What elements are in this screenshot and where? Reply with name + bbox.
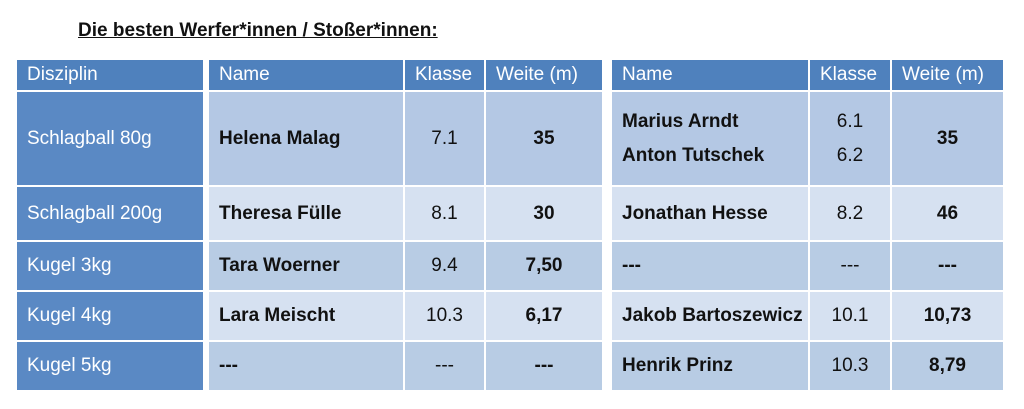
cell-text: Klasse — [820, 64, 878, 85]
table-cell: Henrik Prinz — [612, 342, 808, 390]
table-cell: --- — [405, 342, 484, 390]
table-cell: Schlagball 80g — [17, 92, 203, 185]
table-cell: 35 — [486, 92, 602, 185]
table-cell: 8.1 — [405, 187, 484, 240]
table-cell: Klasse — [810, 60, 890, 90]
table-cell: Jakob Bartoszewicz — [612, 292, 808, 340]
table-cell: --- — [892, 242, 1003, 290]
table-cell: 10.3 — [810, 342, 890, 390]
cell-text: Weite (m) — [902, 64, 984, 85]
cell-text: 10,73 — [923, 305, 972, 326]
table-cell: Weite (m) — [892, 60, 1003, 90]
cell-text: --- — [622, 255, 641, 276]
table-cell: 7,50 — [486, 242, 602, 290]
table-cell: Klasse — [405, 60, 484, 90]
cell-text: --- — [435, 355, 454, 376]
cell-text: Schlagball 80g — [27, 127, 152, 149]
table-cell: --- — [810, 242, 890, 290]
table-cell: Jonathan Hesse — [612, 187, 808, 240]
cell-text: 8.1 — [431, 202, 458, 224]
table-cell: --- — [486, 342, 602, 390]
cell-text: 6,17 — [525, 305, 563, 326]
table-cell: Name — [209, 60, 403, 90]
table-cell: Kugel 3kg — [17, 242, 203, 290]
cell-text: Schlagball 200g — [27, 202, 163, 224]
cell-text: 10.3 — [831, 355, 869, 376]
cell-text: 30 — [533, 202, 555, 224]
table-cell: 10.1 — [810, 292, 890, 340]
table-cell: 8.2 — [810, 187, 890, 240]
cell-text: Disziplin — [27, 64, 98, 85]
cell-text: Henrik Prinz — [622, 355, 733, 376]
table-cell: Weite (m) — [486, 60, 602, 90]
table-cell: Helena Malag — [209, 92, 403, 185]
table-cell: Disziplin — [17, 60, 203, 90]
cell-text: 35 — [936, 127, 959, 149]
table-cell: 7.1 — [405, 92, 484, 185]
cell-text: 6.2 — [836, 144, 864, 166]
table-cell: --- — [209, 342, 403, 390]
table-cell: Kugel 4kg — [17, 292, 203, 340]
table-cell: Tara Woerner — [209, 242, 403, 290]
table-cell: 30 — [486, 187, 602, 240]
table-cell: 6.1 6.2 — [810, 92, 890, 185]
table-cell: 6,17 — [486, 292, 602, 340]
cell-text: 10.1 — [831, 305, 869, 326]
table-cell: 9.4 — [405, 242, 484, 290]
cell-text: Klasse — [415, 64, 473, 85]
cell-text: Weite (m) — [496, 64, 578, 85]
table-cell: Marius Arndt Anton Tutschek — [612, 92, 808, 185]
table-cell: 35 — [892, 92, 1003, 185]
cell-text: --- — [219, 355, 238, 376]
cell-text: Name — [622, 64, 673, 85]
cell-text: Kugel 5kg — [27, 355, 112, 376]
cell-text: 8.2 — [836, 202, 864, 224]
cell-text: 35 — [533, 127, 555, 149]
table-cell: Schlagball 200g — [17, 187, 203, 240]
cell-text: Anton Tutschek — [622, 144, 765, 166]
table-cell: 46 — [892, 187, 1003, 240]
table-cell: 10.3 — [405, 292, 484, 340]
cell-text: 6.1 — [836, 110, 864, 132]
table-cell: 8,79 — [892, 342, 1003, 390]
cell-text: Lara Meischt — [219, 305, 336, 326]
cell-text: --- — [840, 255, 860, 276]
cell-text: 46 — [936, 202, 959, 224]
cell-text: Helena Malag — [219, 127, 341, 149]
cell-text: Tara Woerner — [219, 255, 340, 276]
cell-text: --- — [534, 355, 554, 376]
table-cell: --- — [612, 242, 808, 290]
cell-text: 9.4 — [431, 255, 458, 276]
cell-text: --- — [938, 255, 957, 276]
table-cell: Kugel 5kg — [17, 342, 203, 390]
cell-text: Name — [219, 64, 270, 85]
table-cell: Lara Meischt — [209, 292, 403, 340]
table-cell: Name — [612, 60, 808, 90]
cell-text: Marius Arndt — [622, 110, 739, 132]
cell-text: Kugel 3kg — [27, 255, 112, 276]
cell-text: Jakob Bartoszewicz — [622, 305, 803, 326]
table-cell: Theresa Fülle — [209, 187, 403, 240]
cell-text: Kugel 4kg — [27, 305, 112, 326]
cell-text: 7.1 — [431, 127, 458, 149]
title: Die besten Werfer*innen / Stoßer*innen: — [78, 20, 438, 41]
cell-text: 7,50 — [525, 255, 563, 276]
cell-text: Theresa Fülle — [219, 202, 342, 224]
cell-text: Jonathan Hesse — [622, 202, 768, 224]
cell-text: 8,79 — [929, 355, 966, 376]
cell-text: 10.3 — [426, 305, 463, 326]
table-cell: 10,73 — [892, 292, 1003, 340]
